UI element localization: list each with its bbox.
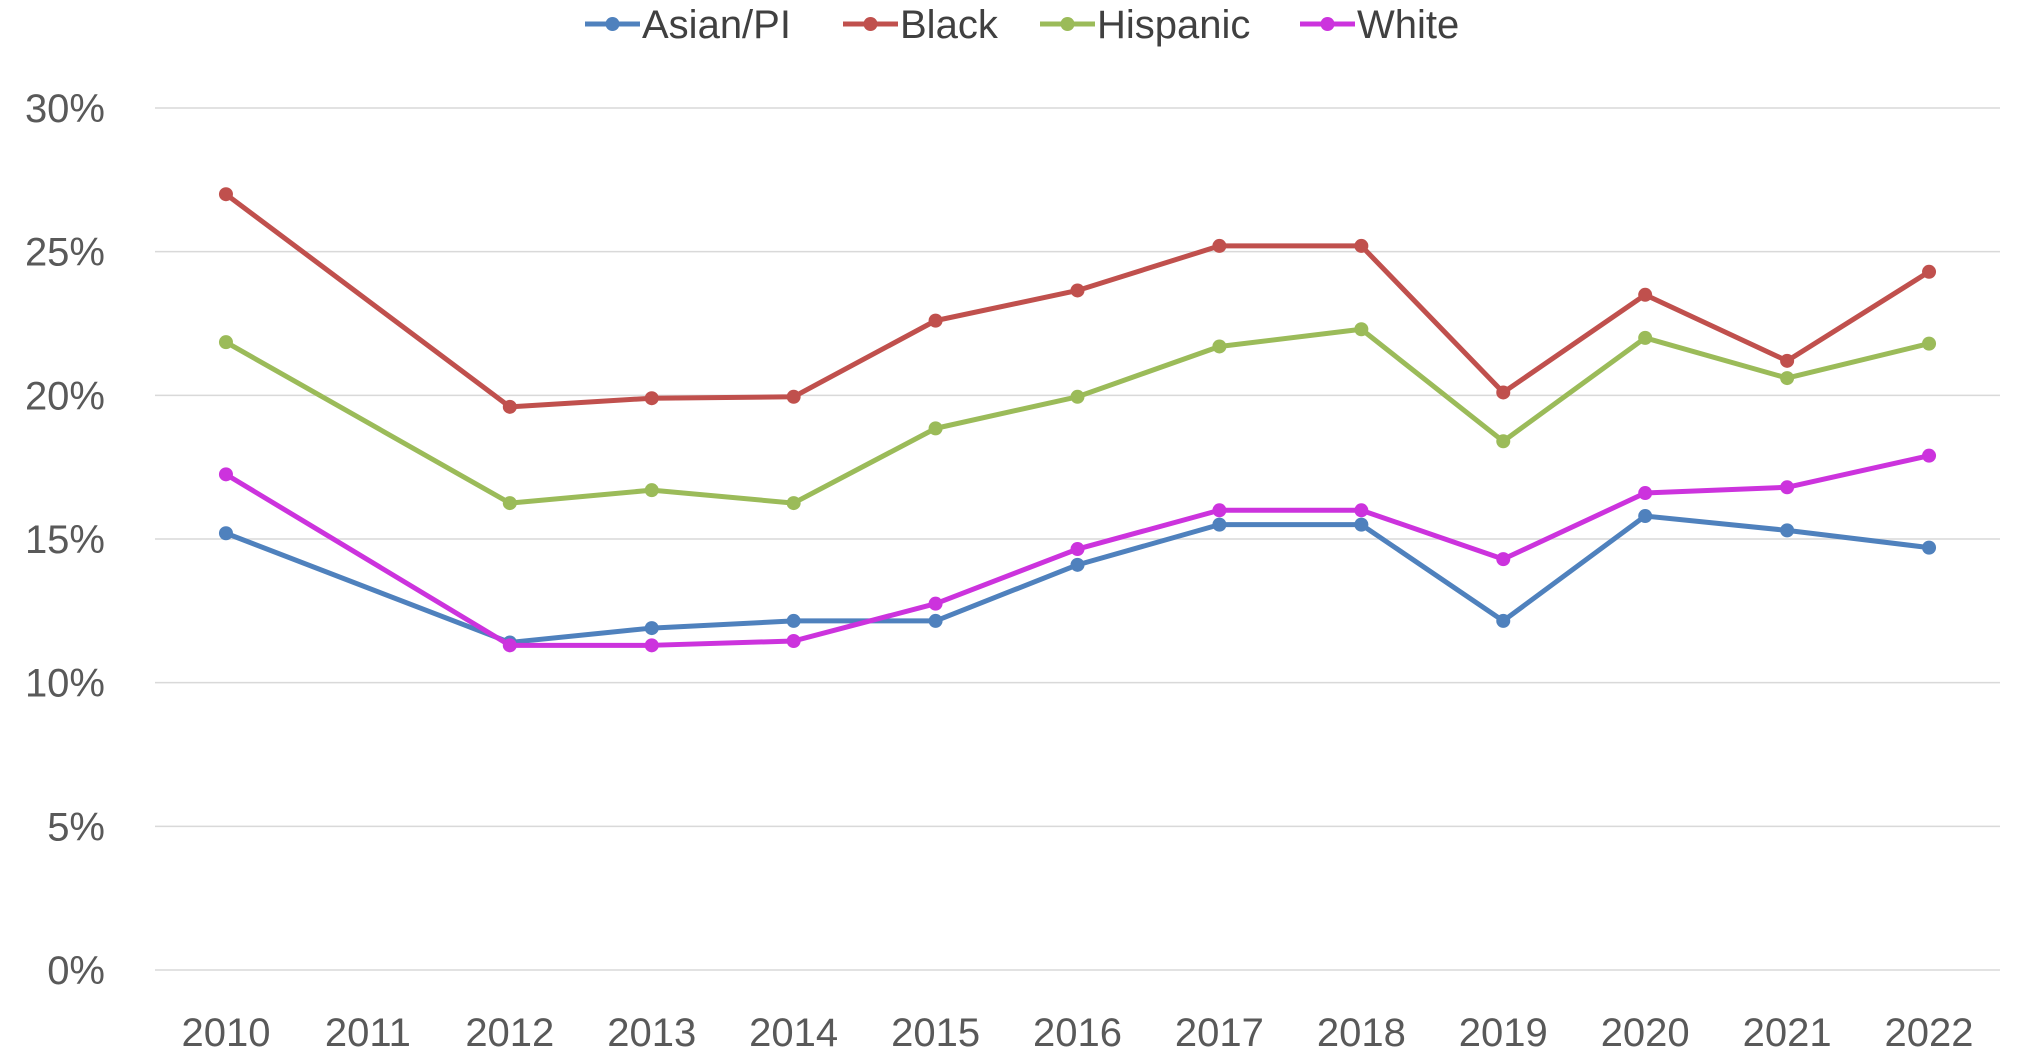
legend-item: Black [843,3,999,47]
series-line [223,191,1932,410]
series-line [223,453,1932,648]
data-point [1354,238,1369,253]
x-tick-label: 2016 [1033,1011,1122,1051]
y-tick-label: 20% [25,374,105,418]
data-point [928,421,943,436]
legend: Asian/PI Black Hispanic White [585,3,1459,47]
y-tick-label: 15% [25,518,105,562]
data-point [644,621,659,636]
data-point [218,335,233,350]
data-point [1922,336,1937,351]
x-tick-label: 2022 [1885,1011,1974,1051]
data-point [1354,322,1369,337]
x-tick-label: 2013 [607,1011,696,1051]
series-asian-pi [218,509,1937,650]
legend-label: Hispanic [1097,3,1250,47]
data-point [1922,540,1937,555]
data-point [786,613,801,628]
series-hispanic [218,322,1937,511]
data-point [502,399,517,414]
data-point [1638,509,1653,524]
data-point [1212,339,1227,354]
series-lines [218,187,1937,653]
data-point [928,613,943,628]
y-tick-label: 30% [25,87,105,131]
data-point [1212,517,1227,532]
legend-marker [1320,17,1335,31]
data-point [786,634,801,649]
y-tick-label: 5% [47,805,105,849]
x-tick-label: 2012 [465,1011,554,1051]
data-point [218,187,233,202]
legend-item: Hispanic [1040,3,1250,47]
data-point [1354,517,1369,532]
x-tick-label: 2017 [1175,1011,1264,1051]
x-tick-label: 2010 [181,1011,270,1051]
data-point [928,313,943,328]
data-point [786,496,801,511]
data-point [1780,480,1795,495]
legend-label: Asian/PI [642,3,791,47]
data-point [502,496,517,511]
data-point [1922,448,1937,463]
data-point [502,638,517,653]
data-point [1496,434,1511,449]
legend-item: White [1300,3,1459,47]
data-point [1212,238,1227,253]
data-point [786,389,801,404]
legend-marker [605,17,620,31]
data-point [218,526,233,541]
data-point [1070,389,1085,404]
data-point [1070,283,1085,298]
x-tick-label: 2019 [1459,1011,1548,1051]
legend-marker [1060,17,1075,31]
x-tick-label: 2014 [749,1011,838,1051]
y-axis: 0% 5% 10% 15% 20% 25% 30% [25,87,105,993]
y-tick-label: 10% [25,662,105,706]
data-point [1780,353,1795,368]
legend-label: White [1357,3,1459,47]
gridlines [155,107,2000,971]
series-line [223,326,1932,506]
data-point [218,467,233,482]
x-tick-label: 2018 [1317,1011,1406,1051]
data-point [1496,552,1511,567]
series-white [218,448,1937,653]
data-point [1496,385,1511,400]
data-point [1780,371,1795,386]
x-axis: 2010 2011 2012 2013 2014 2015 2016 2017 2018 2019… [181,1011,1973,1051]
data-point [644,483,659,498]
data-point [644,638,659,653]
x-tick-label: 2021 [1743,1011,1832,1051]
x-tick-label: 2011 [325,1011,411,1051]
data-point [1638,330,1653,345]
data-point [1354,503,1369,518]
data-point [1780,523,1795,538]
y-tick-label: 25% [25,231,105,275]
data-point [1212,503,1227,518]
data-point [1638,287,1653,302]
legend-marker [863,17,878,31]
legend-label: Black [900,3,999,47]
data-point [1070,542,1085,557]
x-tick-label: 2020 [1601,1011,1690,1051]
data-point [1070,557,1085,572]
data-point [1496,613,1511,628]
series-line [223,513,1932,645]
legend-item: Asian/PI [585,3,791,47]
x-tick-label: 2015 [891,1011,980,1051]
data-point [1638,486,1653,501]
data-point [1922,264,1937,279]
y-tick-label: 0% [47,949,105,993]
series-black [218,187,1937,414]
data-point [644,391,659,406]
data-point [928,596,943,611]
